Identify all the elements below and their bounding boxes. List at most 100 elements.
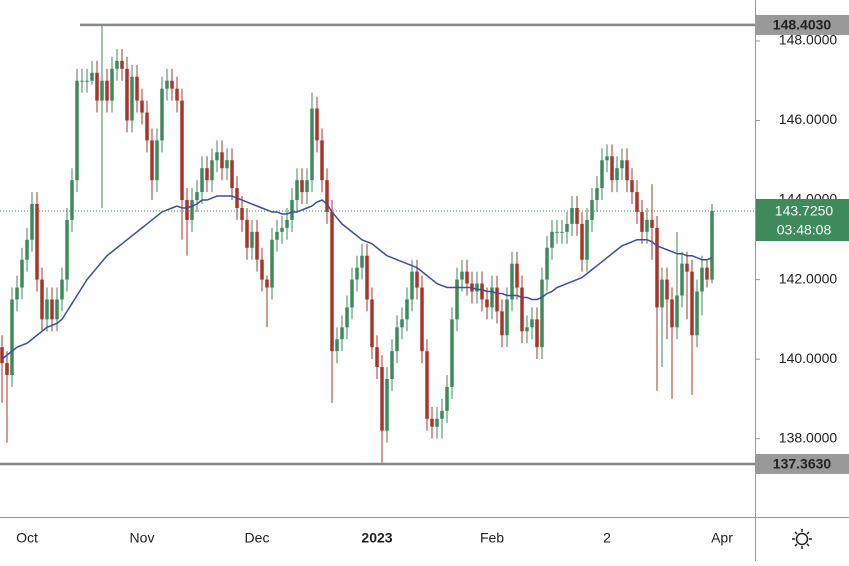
candle-body <box>130 76 134 121</box>
y-tick-label: 140.0000 <box>779 350 838 366</box>
candle-body <box>175 88 179 101</box>
candle-body <box>675 295 679 328</box>
candle-body <box>590 200 594 220</box>
candle-body <box>655 227 659 308</box>
candle-body <box>170 80 174 89</box>
candle-body <box>620 160 624 169</box>
candle-body <box>415 271 419 288</box>
candle-body <box>195 192 199 201</box>
candle-body <box>70 180 74 220</box>
level-label-box <box>756 14 849 35</box>
candle-body <box>625 160 629 181</box>
candle-body <box>550 231 554 248</box>
y-tick-label: 146.0000 <box>779 111 838 127</box>
candle-body <box>510 263 514 300</box>
candle-body <box>700 267 704 292</box>
candle-body <box>435 418 439 427</box>
candle-body <box>685 263 689 272</box>
candle-body <box>485 299 489 308</box>
candle-body <box>410 271 414 300</box>
candle-body <box>350 279 354 308</box>
candle-body <box>80 80 84 82</box>
candle-body <box>660 279 664 308</box>
candle-body <box>390 351 394 380</box>
candle-body <box>265 279 269 288</box>
settings-icon[interactable] <box>792 529 812 549</box>
candle-body <box>290 200 294 220</box>
x-tick-label: Apr <box>711 530 733 546</box>
candle-body <box>190 200 194 220</box>
y-tick-label: 148.0000 <box>779 32 838 48</box>
candle-body <box>670 299 674 328</box>
candle-body <box>30 204 34 240</box>
candle-body <box>295 180 299 201</box>
candle-body <box>280 227 284 232</box>
candle-body <box>305 180 309 193</box>
candle-body <box>40 279 44 320</box>
candle-body <box>540 279 544 348</box>
candle-body <box>535 319 539 348</box>
candle-body <box>5 363 9 376</box>
last-price-box <box>756 198 849 241</box>
candle-body <box>555 231 559 233</box>
candle-body <box>460 271 464 280</box>
candle-body <box>495 287 499 312</box>
candle-body <box>420 287 424 352</box>
candle-body <box>595 188 599 201</box>
candle-body <box>345 307 349 328</box>
candle-body <box>240 207 244 220</box>
candle-body <box>525 327 529 332</box>
candle-body <box>90 72 94 81</box>
candle-body <box>255 231 259 260</box>
candle-body <box>385 379 389 431</box>
x-tick-label: Feb <box>480 530 504 546</box>
candle-body <box>600 160 604 189</box>
candle-body <box>490 287 494 308</box>
candle-body <box>260 259 264 280</box>
candle-body <box>220 152 224 169</box>
candle-body <box>270 239 274 288</box>
x-tick-label: 2 <box>603 530 611 546</box>
candle-body <box>100 80 104 101</box>
candle-body <box>605 156 609 161</box>
candle-body <box>120 60 124 69</box>
candle-body <box>500 311 504 336</box>
candle-body <box>640 211 644 232</box>
y-tick-label: 138.0000 <box>779 429 838 445</box>
candle-body <box>165 80 169 89</box>
candle-body <box>445 386 449 411</box>
y-tick-label: 142.0000 <box>779 270 838 286</box>
candle-body <box>60 279 64 300</box>
candle-body <box>245 219 249 248</box>
x-tick-label: Dec <box>245 530 270 546</box>
candle-body <box>705 267 709 280</box>
candle-body <box>615 168 619 181</box>
candle-body <box>355 267 359 280</box>
candle-body <box>15 287 19 300</box>
candle-body <box>430 418 434 427</box>
candle-body <box>210 160 214 181</box>
candle-body <box>335 339 339 352</box>
last-price-label: 143.7250 <box>775 203 834 219</box>
x-tick-label: Oct <box>16 530 38 546</box>
candle-body <box>75 80 79 181</box>
candle-body <box>215 152 219 161</box>
candle-body <box>325 180 329 212</box>
candles <box>0 25 714 463</box>
level-label-box <box>756 453 849 474</box>
candle-body <box>650 219 654 228</box>
candle-body <box>690 271 694 336</box>
candle-body <box>505 299 509 336</box>
candle-body <box>710 210 714 280</box>
candle-body <box>695 291 699 336</box>
candle-body <box>465 271 469 284</box>
candle-body <box>10 299 14 376</box>
candle-body <box>610 156 614 181</box>
candle-body <box>635 192 639 212</box>
candle-body <box>450 319 454 387</box>
candle-body <box>110 68 114 101</box>
candle-body <box>560 231 564 233</box>
x-tick-label: 2023 <box>361 530 392 546</box>
candle-body <box>25 239 29 260</box>
candle-body <box>115 60 119 69</box>
